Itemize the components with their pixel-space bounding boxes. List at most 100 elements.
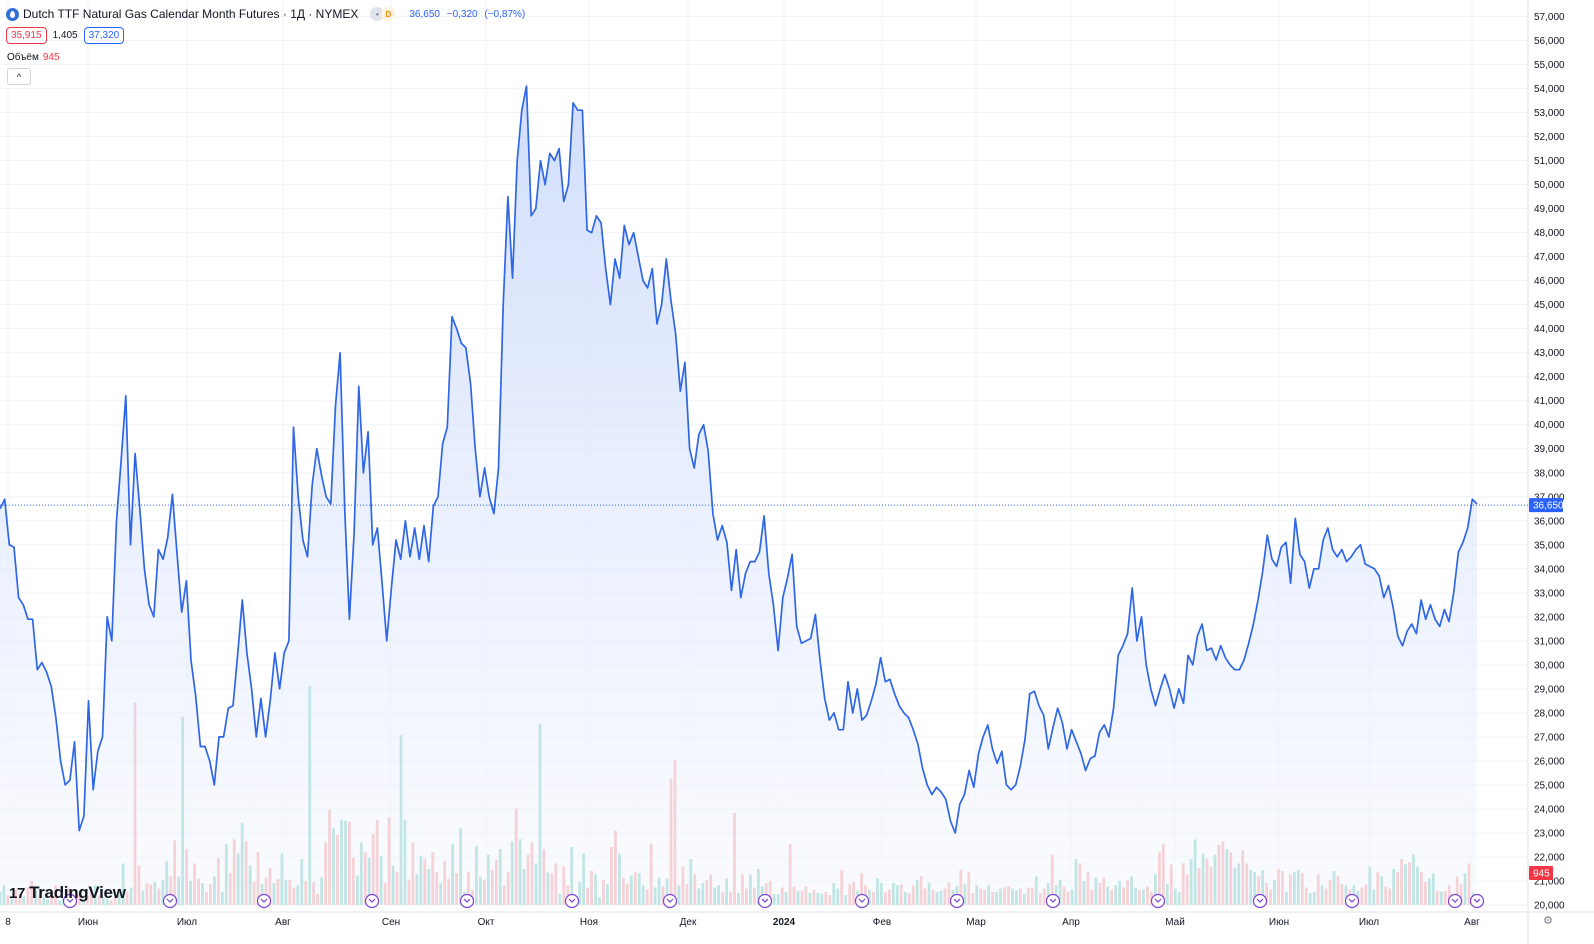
time-tick-label: Апр bbox=[1062, 917, 1080, 928]
price-tick-label: 35,000 bbox=[1534, 540, 1565, 551]
bid-ask-row: 35,915 1,405 37,320 bbox=[6, 27, 125, 44]
time-tick-label: 8 bbox=[5, 917, 11, 928]
buy-price-button[interactable]: 37,320 bbox=[83, 27, 125, 44]
event-marker-icon bbox=[757, 893, 773, 909]
time-tick-label: Фев bbox=[873, 917, 891, 928]
volume-label: Объём bbox=[7, 52, 39, 63]
tradingview-logo[interactable]: 17 TradingView bbox=[9, 883, 126, 903]
event-marker-ring bbox=[1447, 893, 1463, 909]
event-marker-ring bbox=[459, 893, 475, 909]
spread-value: 1,405 bbox=[52, 30, 78, 41]
event-marker-icon bbox=[459, 893, 475, 909]
time-tick-label: Окт bbox=[478, 917, 495, 928]
time-tick-label: Дек bbox=[680, 917, 697, 928]
event-marker-icon bbox=[162, 893, 178, 909]
time-tick-label: Авг bbox=[1464, 917, 1480, 928]
event-marker-icon bbox=[1447, 893, 1463, 909]
event-marker-glyph bbox=[368, 898, 376, 903]
collapse-legend-button[interactable]: ^ bbox=[7, 68, 31, 85]
event-marker-icon bbox=[854, 893, 870, 909]
event-marker-icon bbox=[256, 893, 272, 909]
price-axis: 57,000 56,000 55,000 54,000 53,000 52,000 51,0… bbox=[1534, 12, 1565, 912]
price-tick-label: 53,000 bbox=[1534, 108, 1565, 119]
event-marker-ring bbox=[1150, 893, 1166, 909]
axis-tags: 36,650 945 bbox=[1529, 498, 1564, 880]
tradingview-wordmark: TradingView bbox=[29, 883, 126, 902]
price-tick-label: 42,000 bbox=[1534, 372, 1565, 383]
event-marker-ring bbox=[1344, 893, 1360, 909]
event-marker-glyph bbox=[761, 898, 769, 903]
time-tick-label: Мар bbox=[966, 917, 986, 928]
price-tick-label: 24,000 bbox=[1534, 804, 1565, 815]
event-marker-glyph bbox=[166, 898, 174, 903]
time-tick-label: Июл bbox=[177, 917, 197, 928]
price-tick-label: 33,000 bbox=[1534, 588, 1565, 599]
price-tick-label: 51,000 bbox=[1534, 156, 1565, 167]
time-tick-label: Июл bbox=[1359, 917, 1379, 928]
event-marker-icon bbox=[62, 893, 78, 909]
price-tick-label: 54,000 bbox=[1534, 84, 1565, 95]
event-marker-glyph bbox=[1473, 898, 1481, 903]
event-marker-ring bbox=[364, 893, 380, 909]
price-change-pct: (−0,87%) bbox=[484, 8, 526, 20]
price-tick-label: 34,000 bbox=[1534, 564, 1565, 575]
price-tick-label: 27,000 bbox=[1534, 732, 1565, 743]
delay-icon[interactable]: • bbox=[370, 7, 385, 21]
event-marker-glyph bbox=[666, 898, 674, 903]
price-tick-label: 21,000 bbox=[1534, 876, 1565, 887]
price-tick-label: 57,000 bbox=[1534, 12, 1565, 23]
symbol-header: Dutch TTF Natural Gas Calendar Month Fut… bbox=[6, 6, 529, 22]
time-tick-label: Авг bbox=[275, 917, 291, 928]
time-axis: 8 Июн Июл Авг Сен Окт Ноя Дек 2024 Фев Мар Апр Май Ию… bbox=[5, 917, 1480, 928]
price-tick-label: 49,000 bbox=[1534, 204, 1565, 215]
volume-tag-label: 945 bbox=[1533, 869, 1550, 880]
price-tick-label: 47,000 bbox=[1534, 252, 1565, 263]
price-tick-label: 46,000 bbox=[1534, 276, 1565, 287]
gear-icon[interactable]: ⚙ bbox=[1543, 915, 1553, 927]
price-tick-label: 41,000 bbox=[1534, 396, 1565, 407]
time-tick-label: 2024 bbox=[773, 917, 796, 928]
price-tick-label: 50,000 bbox=[1534, 180, 1565, 191]
event-marker-glyph bbox=[1348, 898, 1356, 903]
sell-price-button[interactable]: 35,915 bbox=[6, 27, 47, 44]
event-marker-ring bbox=[949, 893, 965, 909]
price-tick-label: 38,000 bbox=[1534, 468, 1565, 479]
event-marker-ring bbox=[662, 893, 678, 909]
event-marker-ring bbox=[564, 893, 580, 909]
symbol-title[interactable]: Dutch TTF Natural Gas Calendar Month Fut… bbox=[23, 7, 359, 21]
event-marker-icon bbox=[1344, 893, 1360, 909]
event-marker-glyph bbox=[953, 898, 961, 903]
volume-tag bbox=[1529, 866, 1553, 880]
price-line bbox=[0, 85, 1478, 834]
event-marker-ring bbox=[256, 893, 272, 909]
price-tick-label: 56,000 bbox=[1534, 36, 1565, 47]
event-markers bbox=[62, 893, 1485, 909]
event-marker-ring bbox=[1469, 893, 1485, 909]
event-marker-glyph bbox=[568, 898, 576, 903]
event-marker-glyph bbox=[858, 898, 866, 903]
time-tick-label: Сен bbox=[382, 917, 400, 928]
last-price-tag bbox=[1529, 498, 1563, 513]
event-marker-glyph bbox=[260, 898, 268, 903]
event-marker-ring bbox=[62, 893, 78, 909]
time-tick-label: Май bbox=[1165, 917, 1185, 928]
price-tick-label: 48,000 bbox=[1534, 228, 1565, 239]
price-area-fill bbox=[0, 86, 1477, 906]
data-badge[interactable]: D bbox=[381, 7, 396, 21]
price-tick-label: 36,000 bbox=[1534, 516, 1565, 527]
volume-legend: Объём 945 bbox=[7, 52, 60, 63]
event-marker-ring bbox=[162, 893, 178, 909]
event-marker-ring bbox=[1252, 893, 1268, 909]
quote-summary: 36,650 −0,320 (−0,87%) bbox=[409, 9, 529, 20]
event-marker-icon bbox=[1045, 893, 1061, 909]
price-tick-label: 32,000 bbox=[1534, 612, 1565, 623]
price-tick-label: 30,000 bbox=[1534, 660, 1565, 671]
event-marker-glyph bbox=[463, 898, 471, 903]
event-marker-ring bbox=[757, 893, 773, 909]
time-tick-label: Июн bbox=[1269, 917, 1289, 928]
price-tick-label: 40,000 bbox=[1534, 420, 1565, 431]
price-tick-label: 25,000 bbox=[1534, 780, 1565, 791]
price-tick-label: 39,000 bbox=[1534, 444, 1565, 455]
price-area bbox=[0, 85, 1528, 906]
